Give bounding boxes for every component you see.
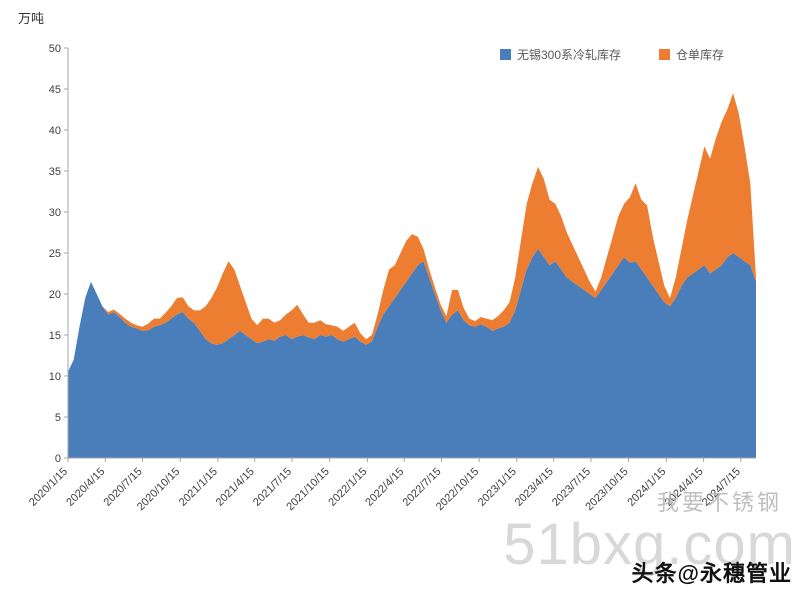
y-tick-label: 35	[49, 166, 61, 178]
area-series-0	[68, 248, 756, 458]
legend-swatch-blue-icon	[500, 49, 511, 60]
chart-legend: 无锡300系冷轧库存 仓单库存	[500, 46, 724, 63]
x-tick-label: 2024/1/15	[625, 466, 668, 509]
legend-label-cold-rolled: 无锡300系冷轧库存	[517, 48, 622, 62]
x-tick-label: 2021/1/15	[177, 466, 220, 509]
y-tick-label: 50	[49, 43, 61, 55]
x-tick-label: 2020/4/15	[64, 466, 107, 509]
y-tick-label: 30	[49, 207, 61, 219]
x-tick-label: 2022/1/15	[326, 466, 369, 509]
x-tick-label: 2021/4/15	[214, 466, 257, 509]
y-tick-label: 40	[49, 125, 61, 137]
area-series-1	[68, 93, 756, 372]
y-tick-label: 20	[49, 289, 61, 301]
x-tick-label: 2023/1/15	[476, 466, 519, 509]
x-tick-label: 2020/1/15	[27, 466, 70, 509]
footer-brand: 头条@永穗管业	[631, 561, 792, 586]
legend-item-warehouse-receipt: 仓单库存	[659, 46, 724, 63]
y-axis-unit-label: 万吨	[18, 11, 45, 26]
x-tick-label: 2022/4/15	[363, 466, 406, 509]
y-tick-label: 15	[49, 330, 61, 342]
y-tick-label: 10	[49, 371, 61, 383]
y-tick-label: 5	[55, 412, 61, 424]
legend-label-warehouse-receipt: 仓单库存	[676, 48, 725, 62]
legend-swatch-orange-icon	[659, 49, 671, 60]
y-tick-label: 25	[49, 248, 61, 260]
x-tick-label: 2024/7/15	[700, 466, 743, 509]
y-tick-label: 0	[55, 453, 61, 465]
x-tick-label: 2023/4/15	[513, 466, 556, 509]
legend-item-cold-rolled: 无锡300系冷轧库存	[500, 46, 621, 63]
y-tick-label: 45	[49, 84, 61, 96]
x-tick-label: 2024/4/15	[663, 466, 706, 509]
